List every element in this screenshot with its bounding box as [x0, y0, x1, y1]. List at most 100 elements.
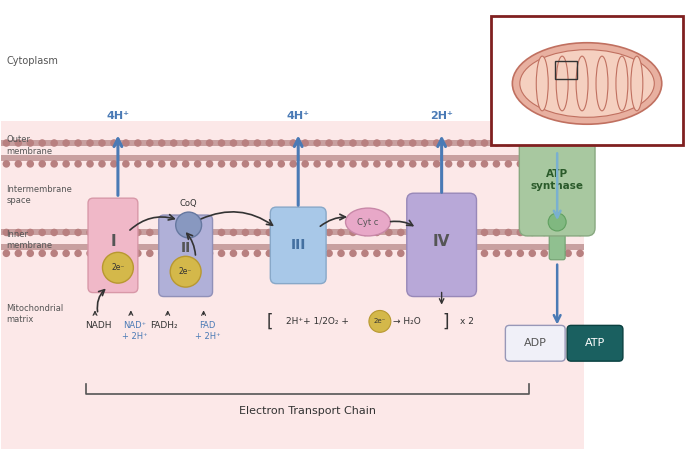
Circle shape	[409, 139, 416, 147]
Circle shape	[206, 229, 214, 236]
Ellipse shape	[512, 43, 662, 124]
Circle shape	[230, 139, 237, 147]
Circle shape	[86, 250, 94, 257]
Circle shape	[277, 250, 285, 257]
Circle shape	[528, 160, 536, 168]
Circle shape	[528, 229, 536, 236]
Circle shape	[373, 250, 381, 257]
Circle shape	[170, 229, 178, 236]
Circle shape	[218, 139, 225, 147]
Circle shape	[469, 229, 476, 236]
FancyBboxPatch shape	[519, 133, 595, 236]
Circle shape	[505, 160, 512, 168]
Circle shape	[540, 229, 548, 236]
Circle shape	[361, 139, 369, 147]
FancyBboxPatch shape	[505, 325, 565, 361]
Circle shape	[314, 160, 321, 168]
Circle shape	[146, 160, 153, 168]
Circle shape	[457, 160, 464, 168]
Circle shape	[409, 229, 416, 236]
Circle shape	[421, 229, 428, 236]
Circle shape	[146, 250, 153, 257]
Circle shape	[397, 250, 405, 257]
Circle shape	[548, 213, 566, 231]
FancyBboxPatch shape	[1, 253, 584, 449]
Ellipse shape	[536, 56, 548, 111]
FancyBboxPatch shape	[1, 121, 584, 449]
Circle shape	[326, 139, 333, 147]
Circle shape	[176, 212, 202, 238]
Circle shape	[15, 250, 22, 257]
Ellipse shape	[346, 208, 391, 236]
Circle shape	[433, 160, 440, 168]
Text: FADH₂: FADH₂	[150, 321, 178, 330]
Circle shape	[421, 139, 428, 147]
Text: NAD⁺
+ 2H⁺: NAD⁺ + 2H⁺	[122, 321, 148, 341]
Circle shape	[122, 160, 130, 168]
Circle shape	[98, 250, 106, 257]
Circle shape	[230, 229, 237, 236]
Circle shape	[134, 250, 141, 257]
Circle shape	[540, 160, 548, 168]
Circle shape	[50, 139, 58, 147]
Text: NADH: NADH	[85, 321, 111, 330]
Circle shape	[253, 160, 261, 168]
FancyBboxPatch shape	[88, 198, 138, 292]
Circle shape	[110, 139, 118, 147]
Circle shape	[86, 139, 94, 147]
Text: CoQ: CoQ	[180, 198, 197, 207]
Circle shape	[373, 139, 381, 147]
FancyBboxPatch shape	[1, 235, 584, 244]
Circle shape	[27, 160, 34, 168]
Circle shape	[170, 160, 178, 168]
Circle shape	[302, 250, 309, 257]
Circle shape	[253, 229, 261, 236]
Circle shape	[528, 139, 536, 147]
Text: FAD
+ 2H⁺: FAD + 2H⁺	[195, 321, 220, 341]
Circle shape	[505, 250, 512, 257]
Text: I: I	[110, 234, 116, 249]
Text: 2e⁻: 2e⁻	[374, 319, 386, 324]
Circle shape	[277, 160, 285, 168]
Circle shape	[62, 250, 70, 257]
Circle shape	[146, 229, 153, 236]
Circle shape	[337, 250, 345, 257]
Text: IV: IV	[433, 234, 450, 249]
Circle shape	[314, 250, 321, 257]
Circle shape	[361, 229, 369, 236]
Circle shape	[302, 160, 309, 168]
Ellipse shape	[596, 56, 608, 111]
Circle shape	[110, 160, 118, 168]
Circle shape	[326, 250, 333, 257]
Text: Cyt c: Cyt c	[357, 217, 379, 226]
Circle shape	[182, 160, 190, 168]
Text: → H₂O: → H₂O	[393, 317, 421, 326]
Circle shape	[206, 139, 214, 147]
Circle shape	[457, 139, 464, 147]
Circle shape	[493, 160, 500, 168]
Circle shape	[86, 160, 94, 168]
Circle shape	[253, 139, 261, 147]
Circle shape	[289, 139, 297, 147]
Circle shape	[469, 250, 476, 257]
Text: II: II	[181, 241, 191, 255]
Circle shape	[230, 160, 237, 168]
Circle shape	[265, 229, 273, 236]
Circle shape	[38, 250, 46, 257]
Circle shape	[564, 160, 572, 168]
Circle shape	[194, 250, 202, 257]
Circle shape	[444, 139, 452, 147]
Circle shape	[74, 160, 82, 168]
Circle shape	[74, 229, 82, 236]
Ellipse shape	[576, 56, 588, 111]
FancyBboxPatch shape	[491, 16, 682, 145]
Text: ADP: ADP	[524, 338, 547, 348]
Text: Outer
membrane: Outer membrane	[6, 135, 52, 156]
Circle shape	[444, 250, 452, 257]
Circle shape	[3, 229, 10, 236]
Ellipse shape	[616, 56, 628, 111]
Circle shape	[576, 160, 584, 168]
Circle shape	[158, 229, 165, 236]
Circle shape	[433, 250, 440, 257]
Circle shape	[409, 250, 416, 257]
